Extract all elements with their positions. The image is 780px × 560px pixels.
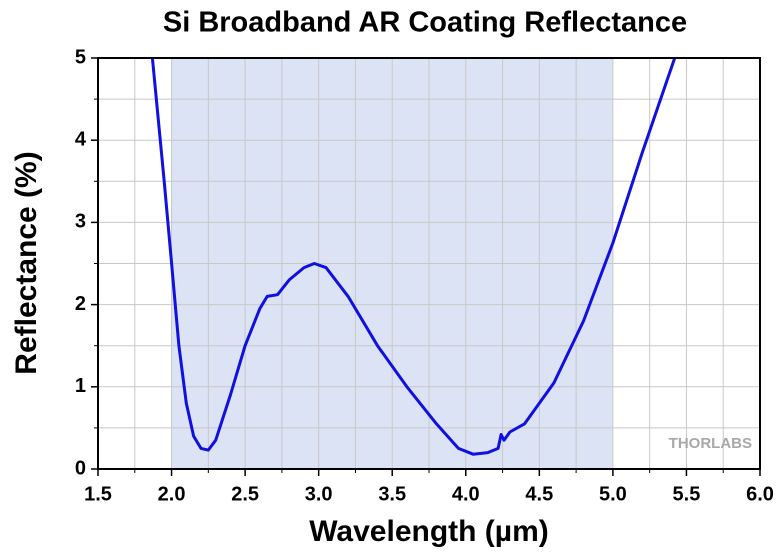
x-tick-label: 4.0: [452, 483, 480, 505]
x-tick-label: 2.0: [158, 483, 186, 505]
plot-frame: [97, 57, 761, 470]
y-tick-label: 1: [75, 375, 86, 397]
x-tick-label: 1.5: [84, 483, 112, 505]
x-tick-label: 3.5: [378, 483, 406, 505]
y-tick-label: 0: [75, 457, 86, 479]
x-axis-label: Wavelength (µm): [309, 515, 549, 548]
x-tick-label: 6.0: [746, 483, 774, 505]
x-tick-label: 4.5: [525, 483, 553, 505]
watermark: THORLABS: [669, 435, 752, 452]
chart-title: Si Broadband AR Coating Reflectance: [163, 7, 687, 39]
line-series: [150, 58, 677, 456]
y-axis-label: Reflectance (%): [10, 151, 43, 374]
x-tick-label: 3.0: [305, 483, 333, 505]
x-tick-label: 5.5: [673, 483, 701, 505]
y-tick-label: 4: [75, 128, 87, 150]
y-tick-label: 2: [75, 293, 86, 315]
y-tick-label: 5: [75, 46, 86, 68]
x-tick-label: 2.5: [231, 483, 259, 505]
x-tick-label: 5.0: [599, 483, 627, 505]
y-tick-label: 3: [75, 211, 86, 233]
